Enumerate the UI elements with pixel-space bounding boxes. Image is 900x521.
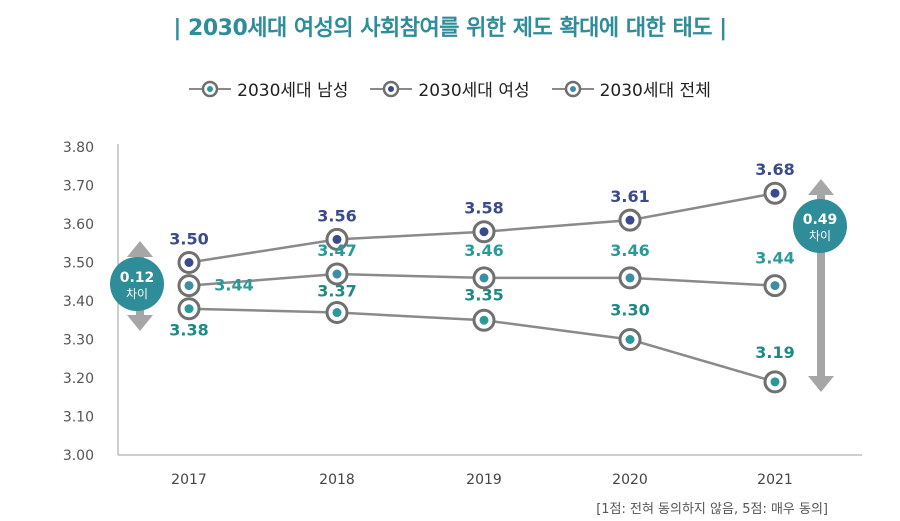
scale-note: [1점: 전혀 동의하지 않음, 5점: 매우 동의]: [596, 502, 828, 517]
legend: 2030세대 남성 2030세대 여성 2030세대 전체: [0, 76, 900, 101]
data-label-male: 3.38: [169, 321, 208, 340]
marker-dot: [184, 258, 194, 267]
marker-dot: [770, 377, 780, 387]
data-point-male: [618, 328, 642, 351]
arrow-head-up: [127, 241, 153, 257]
x-tick-label: 2018: [319, 472, 355, 488]
marker-dot: [625, 273, 635, 283]
data-point-male: [763, 370, 787, 394]
marker-dot: [479, 273, 489, 283]
data-label-total: 3.47: [317, 241, 356, 260]
data-point-female: [763, 181, 787, 205]
arrow-head-up: [808, 179, 834, 195]
y-tick-label: 3.00: [63, 448, 94, 464]
arrow-head-down: [127, 315, 153, 331]
marker-dot: [770, 281, 780, 291]
y-tick-label: 3.10: [63, 410, 94, 426]
data-label-total: 3.44: [214, 276, 253, 295]
legend-label-female: 2030세대 여성: [418, 81, 530, 101]
y-tick-label: 3.40: [63, 294, 94, 310]
data-label-male: 3.37: [317, 282, 356, 301]
marker-dot: [479, 315, 489, 325]
marker-dot: [625, 335, 635, 344]
x-tick-label: 2021: [757, 472, 793, 488]
marker-dot: [770, 188, 780, 198]
y-tick-label: 3.80: [63, 140, 94, 156]
y-tick-label: 3.20: [63, 371, 94, 387]
arrow-head-down: [808, 376, 834, 392]
data-point-total: [325, 262, 349, 286]
data-point-total: [177, 274, 201, 298]
legend-label-male: 2030세대 남성: [237, 81, 349, 101]
data-point-total: [618, 266, 642, 290]
data-label-male: 3.19: [755, 343, 794, 362]
marker-dot: [625, 215, 635, 225]
badge-value: 0.12: [120, 270, 155, 286]
y-tick-label: 3.30: [63, 333, 94, 349]
badge-value: 0.49: [803, 212, 838, 228]
badge-label: 차이: [126, 287, 148, 301]
x-tick-label: 2017: [171, 472, 207, 488]
data-point-male: [472, 308, 496, 332]
data-label-female: 3.61: [610, 187, 649, 206]
data-point-female: [472, 220, 496, 244]
data-label-female: 3.50: [169, 230, 208, 249]
data-label-male: 3.30: [610, 301, 649, 320]
data-label-total: 3.46: [610, 241, 649, 260]
y-tick-label: 3.50: [63, 256, 94, 272]
marker-dot: [184, 281, 194, 291]
legend-label-total: 2030세대 전체: [599, 81, 711, 101]
data-label-female: 3.56: [317, 206, 356, 225]
marker-dot: [479, 227, 489, 237]
data-point-total: [763, 274, 787, 298]
data-point-female: [177, 251, 201, 274]
badge-circle: [110, 257, 164, 311]
marker-dot: [332, 269, 342, 279]
marker-dot: [332, 234, 342, 244]
data-point-female: [325, 227, 349, 251]
marker-dot: [332, 308, 342, 318]
data-label-female: 3.58: [464, 199, 503, 218]
legend-item-female: 2030세대 여성: [370, 76, 530, 101]
y-tick-label: 3.60: [63, 217, 94, 233]
badge-label: 차이: [809, 229, 831, 243]
data-point-male: [325, 301, 349, 325]
legend-item-male: 2030세대 남성: [189, 76, 348, 101]
data-label-female: 3.68: [755, 160, 794, 179]
marker-dot: [184, 304, 194, 314]
data-point-total: [472, 266, 496, 290]
data-label-male: 3.35: [464, 285, 503, 304]
data-point-female: [618, 208, 642, 232]
chart-title: | 2030세대 여성의 사회참여를 위한 제도 확대에 대한 태도 |: [173, 16, 727, 41]
data-label-total: 3.44: [755, 249, 794, 268]
legend-marker-total: [551, 80, 594, 97]
y-tick-label: 3.70: [63, 179, 94, 195]
legend-item-total: 2030세대 전체: [551, 76, 711, 101]
legend-marker-female: [370, 80, 413, 97]
legend-marker-male: [189, 80, 232, 97]
x-tick-label: 2019: [466, 472, 502, 488]
data-point-male: [177, 297, 201, 321]
badge-circle: [793, 199, 847, 253]
data-label-total: 3.46: [464, 241, 503, 260]
x-tick-label: 2020: [612, 472, 648, 488]
